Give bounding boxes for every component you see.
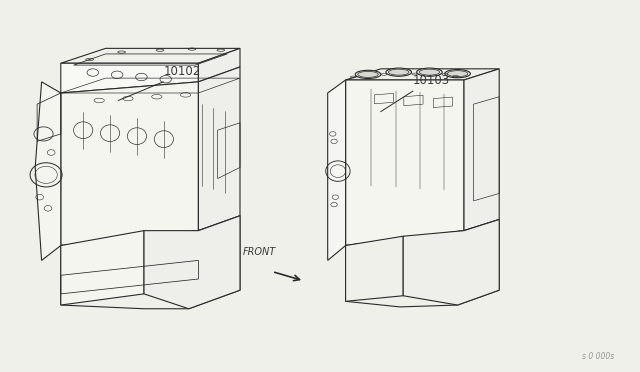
Ellipse shape	[358, 71, 378, 77]
Polygon shape	[464, 69, 499, 231]
Ellipse shape	[445, 70, 470, 78]
Polygon shape	[346, 69, 499, 80]
Polygon shape	[328, 80, 346, 260]
Ellipse shape	[388, 69, 409, 75]
Polygon shape	[61, 63, 198, 93]
Polygon shape	[35, 82, 61, 260]
Polygon shape	[346, 236, 403, 301]
Text: s 0 000s: s 0 000s	[582, 352, 614, 361]
Polygon shape	[144, 216, 240, 309]
Text: FRONT: FRONT	[243, 247, 276, 257]
Ellipse shape	[447, 71, 468, 77]
Polygon shape	[403, 219, 499, 305]
Ellipse shape	[386, 68, 412, 76]
Ellipse shape	[417, 68, 442, 76]
Polygon shape	[61, 231, 144, 305]
Ellipse shape	[355, 70, 381, 78]
Text: 10102: 10102	[163, 65, 200, 78]
Text: 10103: 10103	[413, 74, 450, 87]
Polygon shape	[61, 82, 198, 246]
Polygon shape	[61, 216, 240, 309]
Polygon shape	[198, 67, 240, 231]
Polygon shape	[346, 80, 464, 246]
Ellipse shape	[419, 69, 440, 75]
Polygon shape	[198, 48, 240, 82]
